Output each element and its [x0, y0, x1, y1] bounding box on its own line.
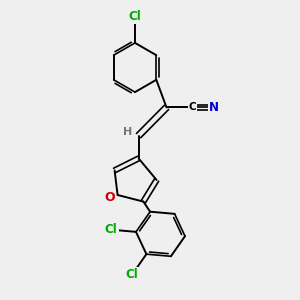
Text: Cl: Cl: [105, 223, 118, 236]
Text: H: H: [123, 127, 132, 137]
Text: O: O: [105, 191, 116, 204]
Text: Cl: Cl: [126, 268, 139, 281]
Text: Cl: Cl: [129, 10, 141, 23]
Text: C: C: [189, 102, 196, 112]
Text: N: N: [209, 101, 219, 114]
